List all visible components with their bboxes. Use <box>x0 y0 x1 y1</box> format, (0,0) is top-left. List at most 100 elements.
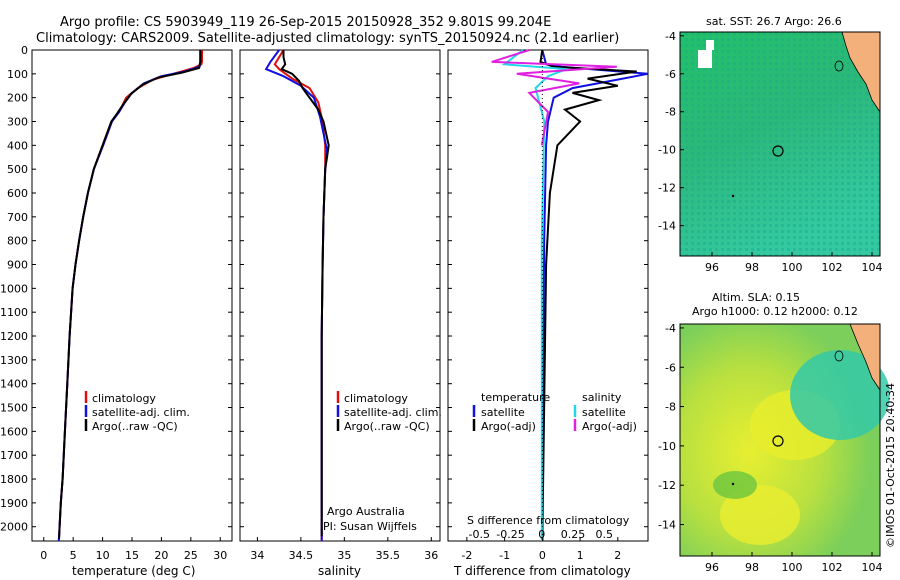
s-diff-tick-label: 0.25 <box>561 528 586 541</box>
islet-dot <box>731 194 735 198</box>
depth-tick-label: 700 <box>7 211 28 224</box>
lon-tick-label: 98 <box>745 261 759 274</box>
lat-tick-label: -8 <box>665 401 676 414</box>
lon-tick-label: 100 <box>782 261 803 274</box>
x-tick-label: 36 <box>424 549 438 562</box>
depth-axis: 0 100 200 300 400 500 600 700 800 900 1000 1100 1200… <box>0 44 648 534</box>
lat-tick-label: -6 <box>665 361 676 374</box>
x-tick-label: 34.5 <box>289 549 314 562</box>
lon-tick-label: 100 <box>782 561 803 574</box>
s-diff-tick-label: 0 <box>538 528 545 541</box>
sla-high-anomaly <box>720 485 800 545</box>
legend-label-climatology: climatology <box>344 392 408 405</box>
legend-label-argo: Argo(..raw -QC) <box>344 420 430 433</box>
x-tick-label: 20 <box>154 549 168 562</box>
x-tick-label: 0 <box>40 549 47 562</box>
depth-tick-label: 400 <box>7 139 28 152</box>
lon-tick-label: 96 <box>705 261 719 274</box>
depth-tick-label: 800 <box>7 235 28 248</box>
x-tick-label: -2 <box>461 549 472 562</box>
depth-tick-label: 200 <box>7 92 28 105</box>
sst-missing-data <box>706 40 714 50</box>
depth-tick-label: 900 <box>7 259 28 272</box>
sla-map <box>679 323 890 557</box>
island-outline <box>834 350 844 362</box>
sla-map-frame <box>679 323 881 557</box>
temperature-x-axis: 0 5 10 15 20 25 30 <box>40 537 227 562</box>
depth-tick-label: 300 <box>7 116 28 129</box>
s-difference-axis-label: S difference from climatology <box>467 514 630 527</box>
sst-map-axes: -4 -6 -8 -10 -12 -14 96 98 100 102 104 <box>658 30 882 274</box>
x-tick-label: 30 <box>213 549 227 562</box>
series-line-3 <box>491 49 617 146</box>
salinity-axis-label: salinity <box>318 564 361 578</box>
difference-panel-frame <box>447 49 649 542</box>
depth-tick-label: 1400 <box>0 378 28 391</box>
depth-tick-label: 1600 <box>0 425 28 438</box>
legend-label-temp-argo: Argo(-adj) <box>481 420 536 433</box>
sla-low-anomaly <box>713 471 757 499</box>
islet-dot <box>731 482 735 486</box>
lat-tick-label: -10 <box>658 144 676 157</box>
lat-tick-label: -4 <box>665 30 676 43</box>
lat-tick-label: -14 <box>658 220 676 233</box>
lon-tick-label: 98 <box>745 561 759 574</box>
lat-tick-label: -4 <box>665 322 676 335</box>
x-tick-label: 25 <box>184 549 198 562</box>
salinity-panel-frame <box>239 49 441 542</box>
x-tick-label: 35.5 <box>376 549 401 562</box>
lat-tick-label: -10 <box>658 440 676 453</box>
difference-legend: temperature salinity satellite Argo(-adj… <box>472 391 637 433</box>
series-line-1 <box>264 49 329 541</box>
temperature-panel-frame <box>31 49 233 542</box>
depth-tick-label: 1300 <box>0 354 28 367</box>
series-line-2 <box>501 49 568 541</box>
credit-pi-name: PI: Susan Wijffels <box>323 520 417 533</box>
legend-title-salinity: salinity <box>582 391 622 404</box>
x-tick-label: 35 <box>337 549 351 562</box>
imos-timestamp: ©IMOS 01-Oct-2015 20:40:34 <box>884 383 897 548</box>
legend-label-argo: Argo(..raw -QC) <box>92 420 178 433</box>
depth-tick-label: 1000 <box>0 282 28 295</box>
depth-tick-label: 1100 <box>0 306 28 319</box>
lon-tick-label: 96 <box>705 561 719 574</box>
island-outline <box>834 60 844 72</box>
sst-map-title: sat. SST: 26.7 Argo: 26.6 <box>706 15 842 28</box>
salinity-series <box>264 49 330 541</box>
salinity-legend: climatology satellite-adj. clim. Argo(..… <box>323 391 442 533</box>
x-tick-label: 2 <box>614 549 621 562</box>
lon-tick-label: 104 <box>862 561 883 574</box>
sla-low-anomaly <box>790 350 890 440</box>
series-line-1 <box>57 50 202 542</box>
series-line-0 <box>541 49 649 542</box>
argo-float-marker <box>772 145 784 157</box>
lat-tick-label: -8 <box>665 106 676 119</box>
s-diff-tick-label: 0.5 <box>596 528 614 541</box>
depth-tick-label: 500 <box>7 163 28 176</box>
sst-map <box>679 31 881 257</box>
figure-title-line2: Climatology: CARS2009. Satellite-adjuste… <box>36 31 619 46</box>
legend-label-satellite: satellite-adj. clim. <box>344 406 442 419</box>
series-line-0 <box>57 50 203 542</box>
legend-label-temp-satellite: satellite <box>481 406 525 419</box>
legend-label-sal-argo: Argo(-adj) <box>582 420 637 433</box>
lat-tick-label: -12 <box>658 479 676 492</box>
legend-title-temperature: temperature <box>481 391 550 404</box>
credit-argo-australia: Argo Australia <box>327 505 405 518</box>
depth-tick-label: 1200 <box>0 330 28 343</box>
lat-tick-label: -12 <box>658 182 676 195</box>
lon-tick-label: 104 <box>862 261 883 274</box>
lon-tick-label: 102 <box>822 261 843 274</box>
difference-x-axis: -2 -1 0 1 2 <box>461 537 621 562</box>
difference-series <box>491 49 649 542</box>
x-tick-label: 5 <box>70 549 77 562</box>
depth-tick-label: 1700 <box>0 449 28 462</box>
series-line-2 <box>58 50 202 539</box>
temperature-legend: climatology satellite-adj. clim. Argo(..… <box>84 391 190 433</box>
x-tick-label: 10 <box>96 549 110 562</box>
depth-tick-label: 100 <box>7 68 28 81</box>
x-tick-label: 0 <box>539 549 546 562</box>
sla-map-title-line2: Argo h1000: 0.12 h2000: 0.12 <box>692 305 858 318</box>
lon-tick-label: 102 <box>822 561 843 574</box>
